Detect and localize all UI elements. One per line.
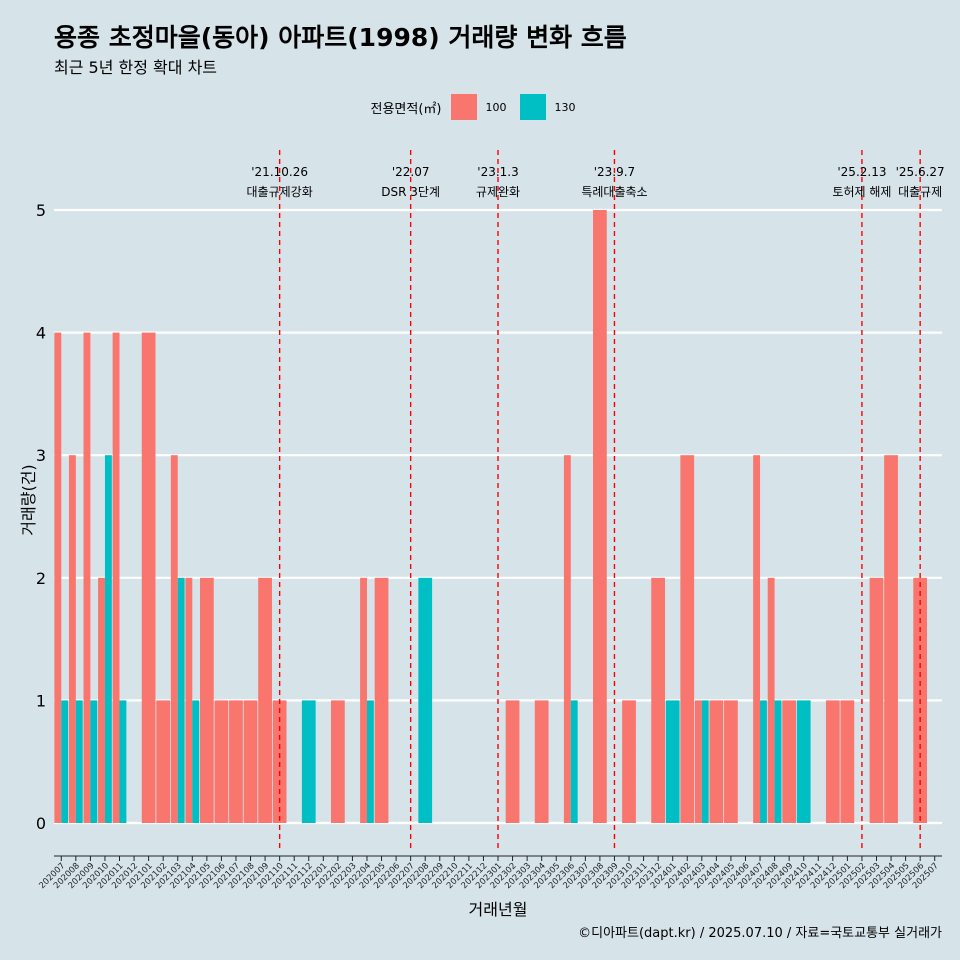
- event-date-0: '21.10.26: [251, 165, 308, 179]
- bar-130-202011: [119, 700, 127, 823]
- bar-130-202010: [104, 455, 112, 823]
- y-tick-label-4: 4: [36, 324, 46, 343]
- bar-130-202401: [665, 700, 680, 823]
- bar-100-202008: [68, 455, 76, 823]
- bar-100-202011: [112, 332, 120, 823]
- bar-100-202503: [869, 577, 884, 823]
- bar-100-202404: [709, 700, 724, 823]
- legend-item-130: 130: [520, 94, 575, 120]
- bar-130-202008: [75, 700, 83, 823]
- bar-100-202007: [54, 332, 62, 823]
- bar-100-202107: [229, 700, 243, 823]
- y-tick-label-0: 0: [36, 814, 46, 833]
- bar-130-202104: [192, 700, 200, 823]
- bar-130-202403: [701, 700, 709, 823]
- bar-100-202403: [694, 700, 702, 823]
- bar-100-202102: [156, 700, 171, 823]
- event-date-1: '22.07: [392, 165, 430, 179]
- bar-100-202306: [563, 455, 571, 823]
- bar-130-202410: [796, 700, 811, 823]
- legend-swatch-130: [520, 94, 547, 120]
- y-axis-title: 거래량(건): [19, 464, 38, 535]
- event-label-1: DSR 3단계: [381, 185, 440, 199]
- bar-100-202408: [767, 577, 775, 823]
- bar-130-202103: [177, 577, 185, 823]
- y-tick-label-3: 3: [36, 446, 46, 465]
- bar-100-202405: [724, 700, 738, 823]
- event-label-0: 대출규제강화: [247, 185, 313, 199]
- bar-100-202009: [83, 332, 91, 823]
- bar-100-202308: [593, 210, 607, 823]
- bar-130-202408: [774, 700, 782, 823]
- bar-100-202109: [258, 577, 272, 823]
- event-label-2: 규제완화: [476, 185, 520, 199]
- bar-100-202402: [680, 455, 695, 823]
- legend-item-100: 100: [451, 94, 506, 120]
- chart-subtitle: 최근 5년 한정 확대 차트: [54, 58, 218, 77]
- legend-title: 전용면적(㎡): [370, 101, 442, 117]
- bar-100-202302: [505, 700, 520, 823]
- legend-label-100: 100: [485, 100, 507, 114]
- bar-100-202110: [272, 700, 287, 823]
- bar-100-202501: [840, 700, 855, 823]
- bar-130-202007: [61, 700, 69, 823]
- bar-100-202105: [199, 577, 214, 823]
- bar-130-202306: [570, 700, 578, 823]
- bar-130-202208: [418, 577, 433, 823]
- x-axis-title: 거래년월: [469, 900, 528, 919]
- bar-100-202504: [884, 455, 898, 823]
- y-tick-label-2: 2: [36, 569, 46, 588]
- bar-100-202202: [330, 700, 345, 823]
- bar-100-202010: [98, 577, 105, 823]
- bar-130-202407: [760, 700, 767, 823]
- source-caption: ©디아파트(dapt.kr) / 2025.07.10 / 자료=국토교통부 실…: [578, 926, 942, 941]
- bar-100-202412: [825, 700, 840, 823]
- bar-130-202204: [366, 700, 374, 823]
- bar-100-202304: [534, 700, 549, 823]
- bar-100-202312: [651, 577, 666, 823]
- bar-100-202104: [185, 577, 193, 823]
- bar-100-202106: [214, 700, 229, 823]
- event-date-5: '25.6.27: [896, 165, 945, 179]
- y-tick-label-5: 5: [36, 201, 46, 220]
- event-label-5: 대출규제: [898, 185, 942, 199]
- bar-100-202103: [170, 455, 178, 823]
- bar-100-202407: [753, 455, 761, 823]
- bar-100-202205: [374, 577, 389, 823]
- legend-swatch-100: [451, 94, 478, 120]
- event-label-4: 토허제 해제: [832, 185, 891, 199]
- chart-title: 용종 초정마을(동아) 아파트(1998) 거래량 변화 흐름: [54, 23, 627, 52]
- event-label-3: 특례대출축소: [581, 185, 647, 199]
- event-date-3: '23.9.7: [594, 165, 635, 179]
- y-tick-label-1: 1: [36, 691, 46, 710]
- legend-label-130: 130: [554, 100, 576, 114]
- bar-100-202101: [141, 332, 156, 823]
- bar-130-202009: [90, 700, 98, 823]
- event-date-4: '25.2.13: [837, 165, 886, 179]
- bar-100-202108: [243, 700, 258, 823]
- bar-130-202112: [301, 700, 316, 823]
- bar-100-202409: [782, 700, 797, 823]
- bar-100-202204: [360, 577, 367, 823]
- bar-100-202310: [622, 700, 636, 823]
- legend: 전용면적(㎡) 100 130: [0, 92, 960, 122]
- event-date-2: '23.1.3: [477, 165, 518, 179]
